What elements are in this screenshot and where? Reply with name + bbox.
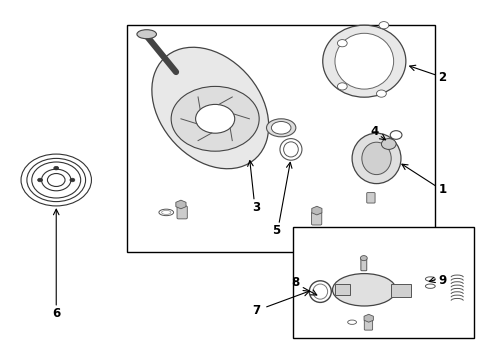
Circle shape	[376, 90, 386, 97]
Ellipse shape	[322, 25, 405, 97]
Text: 5: 5	[272, 224, 280, 237]
Bar	[334, 284, 349, 295]
Circle shape	[54, 166, 59, 170]
Text: 1: 1	[438, 183, 446, 195]
FancyBboxPatch shape	[311, 212, 321, 225]
Ellipse shape	[283, 142, 298, 157]
Circle shape	[47, 174, 65, 186]
Ellipse shape	[351, 133, 400, 184]
FancyBboxPatch shape	[366, 193, 374, 203]
Circle shape	[378, 22, 388, 29]
Text: 2: 2	[438, 71, 446, 84]
Ellipse shape	[137, 30, 156, 39]
Circle shape	[337, 40, 346, 47]
Ellipse shape	[271, 122, 290, 134]
Ellipse shape	[334, 33, 393, 89]
Circle shape	[38, 178, 42, 182]
Ellipse shape	[381, 139, 395, 149]
Circle shape	[337, 83, 346, 90]
Circle shape	[171, 86, 259, 151]
Ellipse shape	[332, 274, 395, 306]
Ellipse shape	[361, 142, 390, 175]
Text: 6: 6	[52, 307, 60, 320]
FancyBboxPatch shape	[364, 320, 372, 330]
Text: 3: 3	[252, 201, 260, 213]
FancyBboxPatch shape	[360, 258, 366, 271]
Ellipse shape	[152, 47, 268, 169]
Ellipse shape	[266, 119, 295, 137]
Bar	[390, 284, 410, 297]
Circle shape	[360, 256, 366, 261]
Text: 8: 8	[291, 276, 299, 289]
Bar	[127, 25, 434, 252]
Ellipse shape	[312, 284, 327, 299]
Circle shape	[70, 178, 75, 182]
Text: 9: 9	[438, 274, 446, 287]
Text: 4: 4	[369, 125, 377, 138]
Ellipse shape	[161, 211, 171, 215]
Text: 7: 7	[252, 304, 260, 317]
FancyBboxPatch shape	[177, 206, 187, 219]
Circle shape	[195, 104, 234, 133]
Bar	[293, 227, 473, 338]
